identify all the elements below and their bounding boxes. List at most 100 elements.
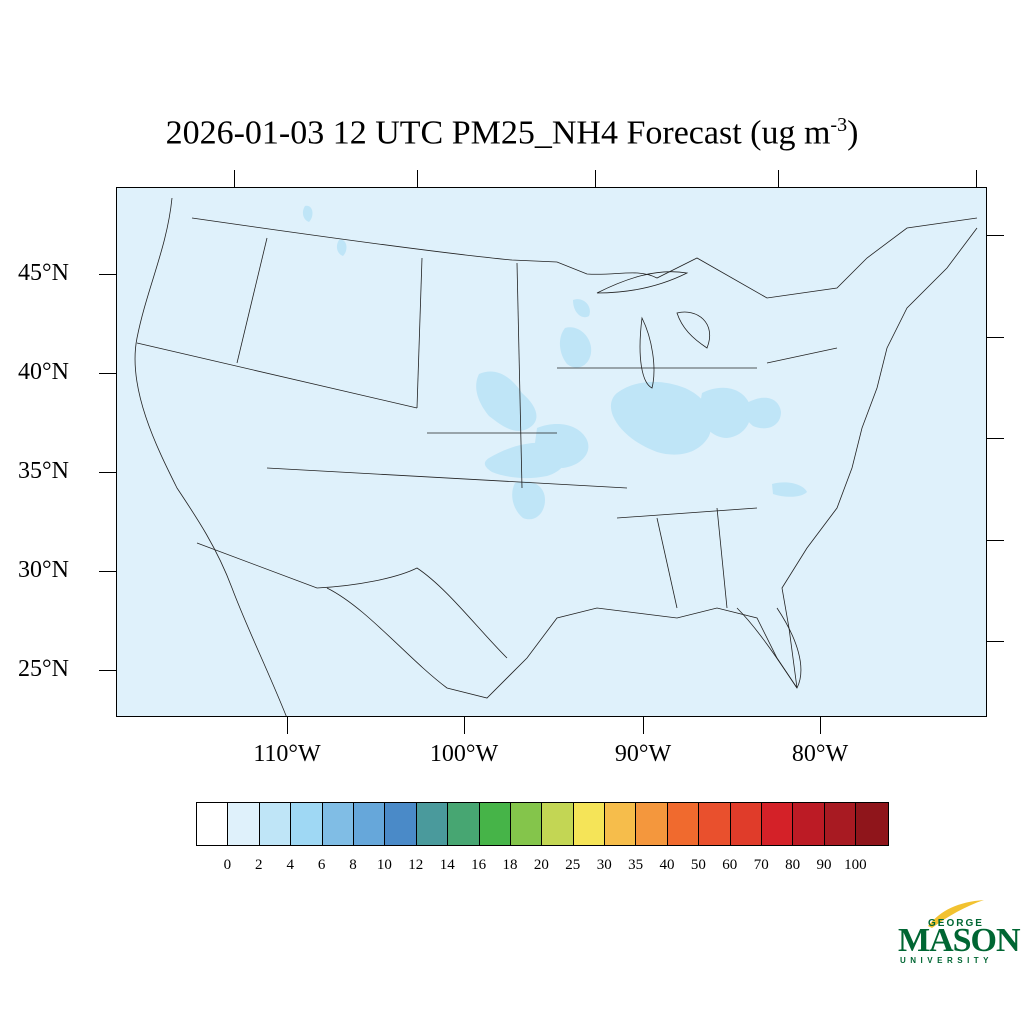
state-line-8	[616, 507, 758, 519]
colorbar-swatch	[573, 803, 606, 845]
patch-montana	[336, 239, 347, 256]
colorbar-swatch	[353, 803, 386, 845]
colorbar-swatch	[762, 803, 794, 845]
logo-mason: MASON	[898, 922, 1021, 959]
title-text: 2026-01-03 12 UTC PM25_NH4 Forecast (ug …	[165, 114, 831, 152]
left-tick	[99, 670, 116, 671]
lake-michigan	[639, 316, 655, 389]
colorbar-label: 0	[223, 857, 232, 873]
colorbar-label: 40	[659, 857, 675, 873]
lake-huron	[676, 311, 710, 349]
colorbar-label: 20	[533, 857, 549, 873]
state-line-1	[236, 237, 268, 364]
logo-george: GEORGE	[928, 918, 984, 929]
george-mason-logo: GEORGE MASON UNIVERSITY	[898, 898, 1021, 970]
colorbar-label: 90	[816, 857, 832, 873]
patch-oklahoma	[512, 481, 545, 520]
lat-label-25: 25°N	[18, 656, 69, 682]
colorbar-label: 35	[628, 857, 644, 873]
colorbar-label: 4	[286, 857, 294, 873]
colorbar-label: 6	[317, 857, 326, 873]
lon-label-110: 110°W	[253, 741, 321, 767]
lat-label-40: 40°N	[18, 359, 69, 385]
colorbar-swatch	[322, 803, 354, 845]
colorbar-label: 70	[753, 857, 769, 873]
state-line-9	[656, 517, 678, 609]
colorbar-label: 14	[439, 857, 455, 873]
bottom-tick	[643, 717, 644, 734]
left-tick	[99, 472, 116, 473]
left-tick	[99, 274, 116, 275]
colorbar-swatch	[699, 803, 731, 845]
lake-superior	[596, 271, 689, 294]
patch-iowa	[559, 327, 592, 368]
mexico-border	[196, 542, 508, 659]
colorbar-swatch	[385, 803, 417, 845]
east-coast	[781, 227, 978, 689]
state-line-4	[136, 342, 418, 409]
patch-nebraska-kansas	[476, 371, 537, 431]
lon-label-90: 90°W	[614, 741, 672, 767]
title-suffix: )	[847, 114, 859, 152]
state-line-10	[716, 507, 728, 609]
right-tick	[987, 438, 1004, 439]
patch-tennessee	[772, 482, 807, 497]
state-line-2	[416, 257, 423, 409]
lat-label-45: 45°N	[18, 260, 69, 286]
colorbar	[196, 802, 889, 846]
colorbar-label: 16	[471, 857, 487, 873]
right-tick	[987, 235, 1004, 236]
lon-label-80: 80°W	[791, 741, 849, 767]
bottom-tick	[287, 717, 288, 734]
logo-swoosh-icon	[928, 900, 984, 928]
colorbar-label: 25	[565, 857, 581, 873]
left-tick	[99, 571, 116, 572]
colorbar-swatch	[228, 803, 260, 845]
state-line-5	[266, 467, 628, 489]
florida	[736, 607, 802, 689]
patch-pennsylvania	[745, 397, 781, 429]
colorbar-label: 8	[349, 857, 357, 873]
colorbar-swatch	[856, 803, 888, 845]
map-svg	[117, 188, 986, 716]
lon-label-100: 100°W	[429, 741, 499, 767]
lat-label-35: 35°N	[18, 458, 69, 484]
canada-border	[191, 217, 978, 299]
colorbar-swatch	[416, 803, 449, 845]
patch-missouri	[535, 424, 589, 468]
colorbar-swatch	[636, 803, 668, 845]
patch-illinois-indiana	[610, 381, 712, 455]
title-exponent: -3	[830, 114, 848, 136]
colorbar-label: 18	[502, 857, 518, 873]
colorbar-swatch	[824, 803, 857, 845]
top-tick	[595, 170, 596, 187]
left-tick	[99, 373, 116, 374]
colorbar-label: 30	[596, 857, 612, 873]
lat-label-30: 30°N	[18, 557, 69, 583]
logo-university: UNIVERSITY	[900, 956, 994, 965]
colorbar-swatch	[259, 803, 292, 845]
state-line-3	[516, 262, 523, 489]
colorbar-swatch	[793, 803, 825, 845]
bottom-tick	[464, 717, 465, 734]
colorbar-swatch	[448, 803, 480, 845]
colorbar-label: 100	[844, 857, 867, 873]
colorbar-label: 60	[722, 857, 738, 873]
colorbar-swatch	[510, 803, 543, 845]
right-tick	[987, 641, 1004, 642]
patch-michigan	[573, 299, 590, 318]
top-tick	[976, 170, 977, 187]
colorbar-label: 10	[376, 857, 392, 873]
state-line-11	[766, 347, 838, 364]
top-tick	[234, 170, 235, 187]
colorbar-swatch	[479, 803, 511, 845]
west-coast	[134, 197, 287, 716]
right-tick	[987, 540, 1004, 541]
colorbar-swatch	[667, 803, 700, 845]
colorbar-label: 80	[785, 857, 801, 873]
colorbar-swatch	[291, 803, 323, 845]
boundary-lines	[134, 197, 978, 716]
patch-idaho	[302, 205, 313, 222]
colorbar-label: 50	[690, 857, 706, 873]
map-panel	[116, 187, 987, 717]
